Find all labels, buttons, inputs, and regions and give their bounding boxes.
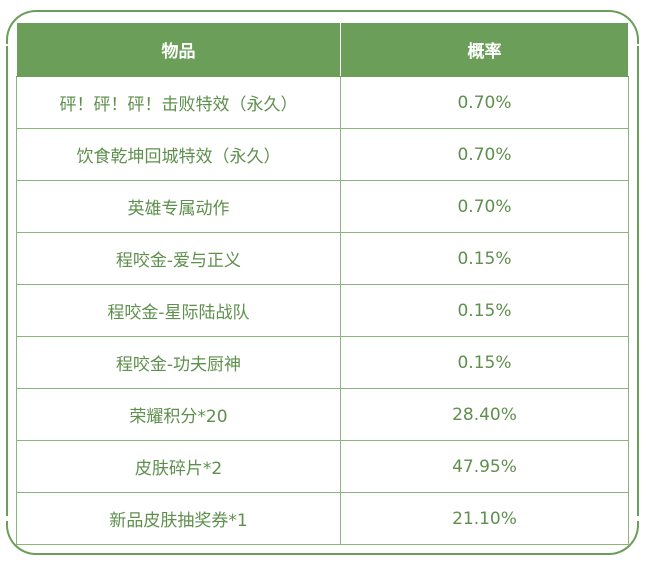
table-row: 新品皮肤抽奖券*1 21.10% bbox=[16, 492, 629, 545]
item-cell: 饮食乾坤回城特效（永久） bbox=[16, 128, 341, 181]
table-row: 程咬金-星际陆战队 0.15% bbox=[16, 284, 629, 337]
item-cell: 程咬金-星际陆战队 bbox=[16, 284, 341, 337]
header-item: 物品 bbox=[16, 22, 341, 77]
item-cell: 荣耀积分*20 bbox=[16, 388, 341, 441]
probability-cell: 0.70% bbox=[340, 128, 629, 181]
table-row: 荣耀积分*20 28.40% bbox=[16, 388, 629, 441]
probability-cell: 0.70% bbox=[340, 180, 629, 233]
header-probability: 概率 bbox=[340, 22, 629, 77]
probability-cell: 0.15% bbox=[340, 336, 629, 389]
table-row: 英雄专属动作 0.70% bbox=[16, 180, 629, 233]
probability-table: 物品 概率 砰！砰！砰！击败特效（永久） 0.70% 饮食乾坤回城特效（永久） … bbox=[16, 22, 629, 545]
probability-cell: 28.40% bbox=[340, 388, 629, 441]
probability-cell: 0.15% bbox=[340, 284, 629, 337]
probability-cell: 47.95% bbox=[340, 440, 629, 493]
item-cell: 程咬金-功夫厨神 bbox=[16, 336, 341, 389]
item-cell: 新品皮肤抽奖券*1 bbox=[16, 492, 341, 545]
frame-bottom-line bbox=[38, 553, 608, 555]
probability-cell: 0.70% bbox=[340, 76, 629, 129]
frame-right-line bbox=[637, 46, 639, 516]
probability-cell: 0.15% bbox=[340, 232, 629, 285]
frame-top-line bbox=[38, 10, 608, 12]
item-cell: 程咬金-爱与正义 bbox=[16, 232, 341, 285]
table-header-row: 物品 概率 bbox=[16, 22, 629, 77]
table-row: 程咬金-功夫厨神 0.15% bbox=[16, 336, 629, 389]
item-cell: 英雄专属动作 bbox=[16, 180, 341, 233]
table-row: 程咬金-爱与正义 0.15% bbox=[16, 232, 629, 285]
table-row: 砰！砰！砰！击败特效（永久） 0.70% bbox=[16, 76, 629, 129]
item-cell: 皮肤碎片*2 bbox=[16, 440, 341, 493]
item-cell: 砰！砰！砰！击败特效（永久） bbox=[16, 76, 341, 129]
table-row: 饮食乾坤回城特效（永久） 0.70% bbox=[16, 128, 629, 181]
table-row: 皮肤碎片*2 47.95% bbox=[16, 440, 629, 493]
frame-left-line bbox=[6, 46, 8, 516]
probability-cell: 21.10% bbox=[340, 492, 629, 545]
